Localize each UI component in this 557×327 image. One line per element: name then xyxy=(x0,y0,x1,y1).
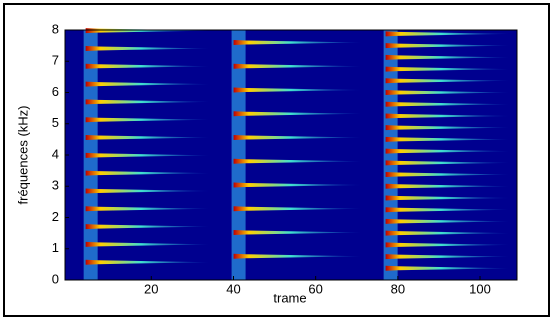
harmonic xyxy=(385,218,509,224)
harmonic xyxy=(85,241,209,247)
x-tick-label: 100 xyxy=(469,281,491,296)
x-tick-label: 20 xyxy=(144,281,158,296)
harmonic xyxy=(85,224,209,230)
harmonic xyxy=(85,63,209,69)
harmonic xyxy=(233,158,361,164)
harmonic xyxy=(385,254,509,260)
harmonic xyxy=(85,170,209,176)
harmonic xyxy=(233,182,361,188)
harmonic xyxy=(233,40,361,45)
harmonic xyxy=(385,160,509,166)
y-tick-label: 0 xyxy=(52,271,59,286)
y-tick-label: 4 xyxy=(52,146,59,161)
y-axis-label: fréquences (kHz) xyxy=(15,106,30,205)
harmonic xyxy=(85,81,209,87)
harmonic xyxy=(85,135,209,140)
x-axis-label: trame xyxy=(273,290,306,305)
harmonic xyxy=(385,148,509,154)
harmonic xyxy=(385,113,509,119)
harmonic xyxy=(85,188,209,194)
harmonic xyxy=(233,111,361,117)
y-tick-label: 7 xyxy=(52,53,59,68)
harmonic xyxy=(385,66,509,72)
harmonic xyxy=(385,101,509,107)
harmonic xyxy=(385,125,509,131)
harmonic xyxy=(385,172,509,178)
harmonic xyxy=(85,259,209,265)
harmonic xyxy=(233,63,361,69)
harmonic xyxy=(385,195,509,201)
harmonic xyxy=(385,31,509,37)
harmonic xyxy=(385,207,509,213)
harmonic xyxy=(85,152,209,158)
x-tick-label: 60 xyxy=(308,281,322,296)
y-tick-label: 5 xyxy=(52,115,59,130)
x-tick-label: 80 xyxy=(391,281,405,296)
y-tick-label: 1 xyxy=(52,240,59,255)
harmonic xyxy=(85,45,209,51)
onset-band xyxy=(231,30,246,280)
harmonic xyxy=(233,87,361,93)
harmonic xyxy=(385,78,509,84)
y-tick-label: 6 xyxy=(52,84,59,99)
harmonic xyxy=(85,117,209,123)
harmonic xyxy=(385,242,509,248)
harmonic xyxy=(233,230,361,235)
y-tick-label: 2 xyxy=(52,209,59,224)
harmonic xyxy=(85,206,209,212)
harmonic xyxy=(385,230,509,236)
harmonic xyxy=(385,90,509,95)
x-tick-label: 40 xyxy=(226,281,240,296)
harmonic xyxy=(385,183,509,189)
y-tick-label: 8 xyxy=(52,21,59,36)
harmonic xyxy=(85,99,209,105)
y-tick-label: 3 xyxy=(52,178,59,193)
harmonic xyxy=(385,43,509,49)
harmonic xyxy=(85,28,209,34)
harmonic xyxy=(385,54,509,60)
harmonic xyxy=(233,135,361,140)
harmonic xyxy=(385,265,509,271)
harmonic xyxy=(233,206,361,212)
harmonic xyxy=(233,253,361,259)
harmonic xyxy=(385,136,509,142)
